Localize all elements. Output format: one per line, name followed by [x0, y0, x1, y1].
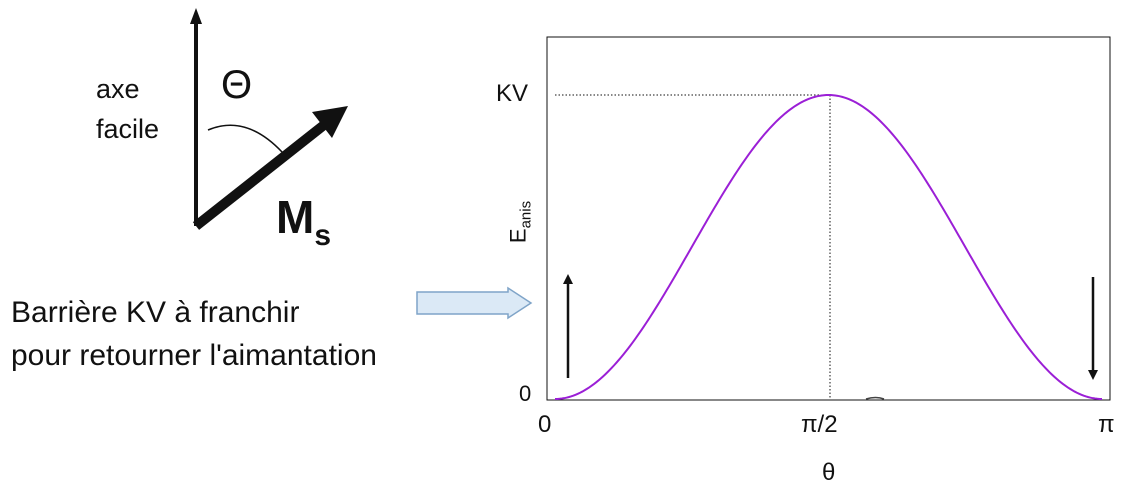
magnetization-diagram	[190, 8, 348, 230]
y-axis-label-main: E	[505, 228, 531, 244]
x-tick-half-pi: π/2	[801, 411, 838, 438]
barrier-caption-line2: pour retourner l'aimantation	[11, 339, 377, 372]
y-axis-label-sub: anis	[517, 200, 535, 229]
magnetization-vector-arrowhead	[312, 106, 348, 138]
angle-arc	[207, 124, 283, 153]
y-tick-kv: KV	[496, 80, 529, 107]
easy-axis-label-line2: facile	[96, 114, 160, 144]
magnetization-label: Ms	[276, 190, 331, 253]
magnetization-vector-line	[192, 121, 328, 230]
energy-curve	[554, 93, 1103, 400]
magnetization-symbol: M	[276, 191, 315, 243]
barrier-caption-line1: Barrière KV à franchir	[11, 296, 300, 329]
energy-chart	[546, 36, 1111, 401]
plot-frame	[546, 36, 1111, 401]
x-tick-zero: 0	[538, 411, 552, 438]
y-axis-label: Eanis	[505, 201, 534, 243]
y-tick-zero: 0	[519, 381, 532, 406]
x-tick-pi: π	[1098, 411, 1115, 438]
easy-axis-arrowhead	[190, 8, 202, 24]
x-axis-label: θ	[822, 459, 836, 486]
pointer-arrow	[416, 286, 533, 320]
angle-theta-label: Θ	[221, 63, 253, 107]
curve-baseline-artifact	[865, 396, 885, 400]
magnetization-subscript: s	[314, 219, 332, 252]
easy-axis-label-line1: axe	[96, 74, 140, 104]
